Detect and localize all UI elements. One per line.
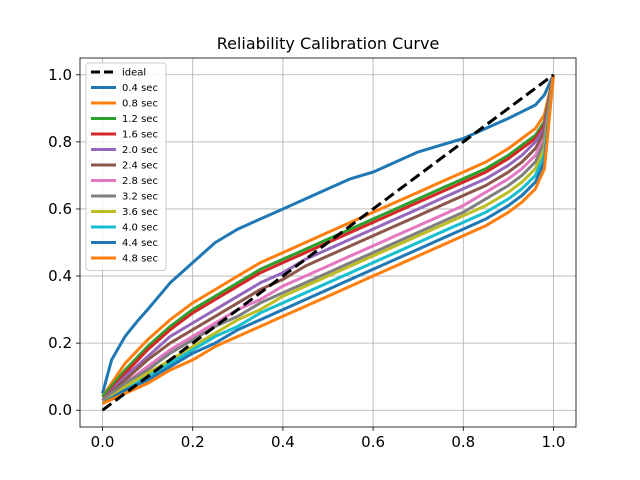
x-tick-label: 0.4 — [271, 433, 295, 451]
series-lines — [101, 73, 555, 412]
axis-ticks: 0.0 0.2 0.4 0.6 0.8 1.0 0.0 0.2 0.4 0.6 0.8 1.0 — [48, 66, 565, 451]
series-line-2-8-sec — [101, 74, 555, 402]
chart-title: Reliability Calibration Curve — [217, 34, 440, 53]
legend: ideal 0.4 sec 0.8 sec 1.2 sec 1.6 sec 2.0 sec… — [85, 62, 167, 271]
legend-label: 2.8 sec — [122, 176, 158, 187]
legend-label: 1.2 sec — [122, 114, 158, 125]
legend-label: 2.0 sec — [122, 145, 158, 156]
y-tick-label: 0.6 — [48, 200, 72, 218]
y-tick-label: 1.0 — [48, 66, 72, 84]
x-tick-label: 0.8 — [451, 433, 475, 451]
legend-box — [85, 62, 167, 271]
series-line-2-4-sec — [101, 74, 555, 402]
legend-label: 4.8 sec — [122, 254, 158, 265]
series-line-1-2-sec — [101, 74, 555, 398]
legend-label: 4.0 sec — [122, 223, 158, 234]
legend-label: 4.4 sec — [122, 238, 158, 249]
series-line-0-4-sec — [101, 74, 555, 394]
legend-label: 0.8 sec — [122, 99, 158, 110]
series-line-0-8-sec — [101, 74, 555, 398]
series-line-4-8-sec — [101, 74, 555, 405]
x-tick-label: 0.2 — [181, 433, 205, 451]
y-tick-label: 0.8 — [48, 133, 72, 151]
series-line-1-6-sec — [101, 74, 555, 402]
series-line-4-4-sec — [101, 74, 555, 405]
series-line-2-0-sec — [101, 74, 555, 402]
legend-label: 3.6 sec — [122, 207, 158, 218]
legend-label: 3.2 sec — [122, 192, 158, 203]
x-tick-label: 0.6 — [361, 433, 385, 451]
series-line-3-6-sec — [101, 74, 555, 405]
legend-label: ideal — [122, 68, 146, 79]
series-line-3-2-sec — [101, 74, 555, 402]
axes-frame — [79, 57, 577, 428]
series-line-4-0-sec — [101, 74, 555, 405]
series-line-ideal — [101, 73, 555, 412]
legend-label: 1.6 sec — [122, 130, 158, 141]
x-tick-label: 0.0 — [91, 433, 115, 451]
y-tick-label: 0.2 — [48, 334, 72, 352]
legend-label: 2.4 sec — [122, 161, 158, 172]
legend-label: 0.4 sec — [122, 83, 158, 94]
x-tick-label: 1.0 — [542, 433, 566, 451]
y-tick-label: 0.0 — [48, 401, 72, 419]
y-tick-label: 0.4 — [48, 267, 72, 285]
